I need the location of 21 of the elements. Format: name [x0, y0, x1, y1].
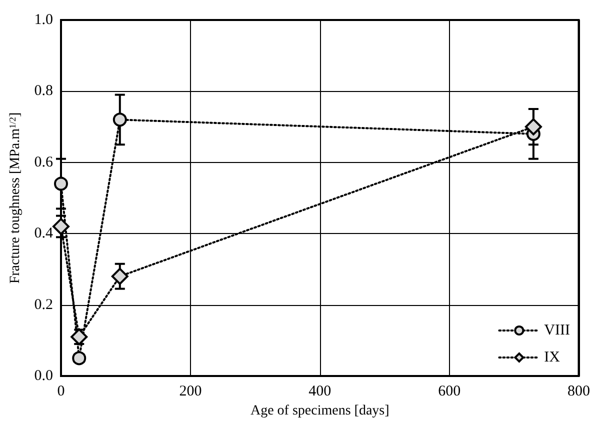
x-tick-label: 200 — [179, 384, 202, 400]
point — [72, 351, 86, 366]
point — [524, 118, 542, 136]
y-tick-label: 0.2 — [34, 296, 53, 313]
legend-label: VIII — [544, 322, 570, 338]
y-tick-label: 0.4 — [34, 226, 54, 242]
x-tick-label: 400 — [308, 384, 332, 400]
y-tick-label: 0.8 — [34, 83, 53, 100]
legend-label: IX — [544, 350, 560, 366]
point — [52, 218, 70, 235]
point — [112, 112, 127, 127]
point — [111, 268, 128, 285]
x-axis-title: Age of specimens [days] — [250, 403, 390, 418]
point — [54, 176, 68, 191]
y-tick-label: 1.0 — [34, 12, 53, 28]
y-tick-label: 0.0 — [34, 368, 53, 384]
y-tick-label: 0.6 — [34, 154, 54, 170]
y-axis-title: Fracture toughness [MPa.m1/2] — [8, 112, 23, 284]
x-tick-label: 600 — [438, 384, 461, 400]
x-tick-label: 0 — [57, 384, 65, 400]
x-tick-label: 800 — [568, 384, 590, 400]
